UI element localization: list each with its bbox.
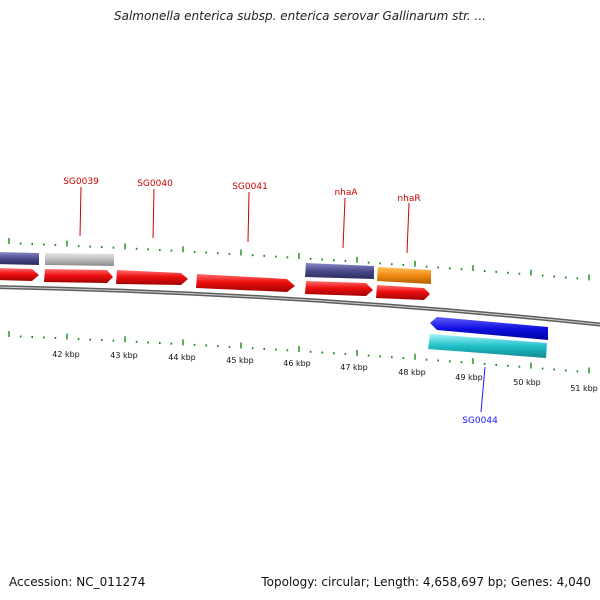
topology-summary-text: Topology: circular; Length: 4,658,697 bp… xyxy=(261,575,591,589)
scale-ticks-upper xyxy=(8,238,590,281)
cds-arrow-sg0041[interactable] xyxy=(196,274,295,292)
gene-labels: SG0039 SG0040 SG0041 nhaA nhaR SG0044 xyxy=(63,177,498,426)
kbp-label: 49 kbp xyxy=(455,373,483,382)
reverse-strand-features xyxy=(428,317,548,358)
forward-strand-features xyxy=(0,268,430,300)
gene-label-sg0041[interactable]: SG0041 xyxy=(232,182,268,192)
kbp-label: 50 kbp xyxy=(513,378,541,387)
kbp-scale-labels: 42 kbp 43 kbp 44 kbp 45 kbp 46 kbp 47 kb… xyxy=(52,350,598,393)
kbp-label: 46 kbp xyxy=(283,359,311,368)
kbp-label: 51 kbp xyxy=(570,384,598,393)
kbp-label: 45 kbp xyxy=(226,356,254,365)
feature-cyan-sg0044[interactable] xyxy=(428,334,547,358)
gene-label-leaders xyxy=(79,186,486,413)
genome-backbone xyxy=(0,285,600,327)
feature-purple-nhaA[interactable] xyxy=(305,263,374,279)
cds-arrow-nhaR[interactable] xyxy=(376,285,430,300)
gene-label-nhaR[interactable]: nhaR xyxy=(397,194,420,204)
accession-text: Accession: NC_011274 xyxy=(9,575,146,589)
feature-orange-nhaR[interactable] xyxy=(377,267,431,284)
feature-gray-sg0039[interactable] xyxy=(45,253,114,266)
kbp-label: 48 kbp xyxy=(398,368,426,377)
feature-purple-left[interactable] xyxy=(0,252,39,265)
genome-title: Salmonella enterica subsp. enterica sero… xyxy=(114,9,486,23)
cds-arrow-nhaA[interactable] xyxy=(305,281,373,296)
kbp-label: 43 kbp xyxy=(110,351,138,360)
gene-label-nhaA[interactable]: nhaA xyxy=(334,188,358,198)
cds-arrow-sg0044[interactable] xyxy=(430,317,548,340)
gene-label-sg0044[interactable]: SG0044 xyxy=(462,416,498,426)
gene-label-sg0040[interactable]: SG0040 xyxy=(137,179,173,189)
gene-label-sg0039[interactable]: SG0039 xyxy=(63,177,99,187)
cds-arrow-sg0039[interactable] xyxy=(44,269,113,283)
cds-arrow-sg0040[interactable] xyxy=(116,270,188,285)
scale-ticks-lower xyxy=(8,331,590,374)
kbp-label: 47 kbp xyxy=(340,363,368,372)
kbp-label: 42 kbp xyxy=(52,350,80,359)
upper-row-features xyxy=(0,252,431,284)
cds-arrow-1[interactable] xyxy=(0,268,39,281)
kbp-label: 44 kbp xyxy=(168,353,196,362)
